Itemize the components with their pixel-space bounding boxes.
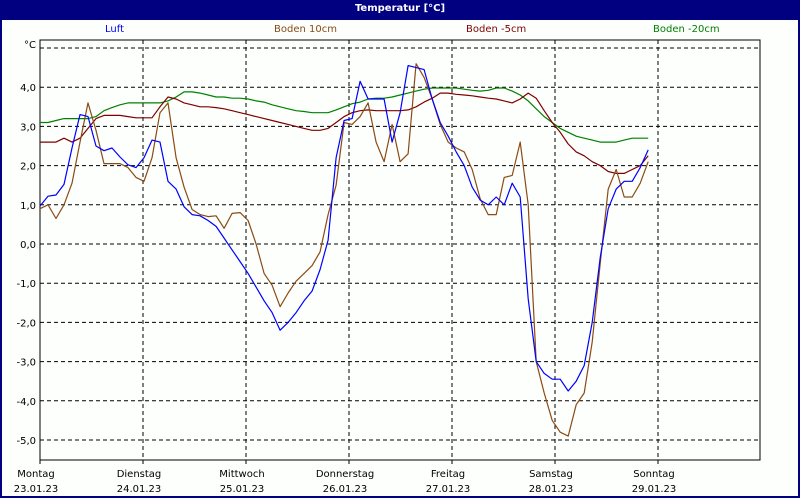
chart-title: Temperatur [°C] xyxy=(0,0,800,20)
legend-boden-minus20cm: Boden -20cm xyxy=(653,24,720,35)
series-line-luft xyxy=(39,64,649,392)
plot-frame xyxy=(39,39,761,464)
x-tick-day: Donnerstag xyxy=(316,469,374,480)
y-tick-label: -5,0 xyxy=(16,436,36,447)
x-tick-date: 26.01.23 xyxy=(323,484,368,495)
y-tick-label: -2,0 xyxy=(16,318,36,329)
y-tick-label: -4,0 xyxy=(16,397,36,408)
y-tick-label: -3,0 xyxy=(16,358,36,369)
series-line-boden-10cm xyxy=(39,63,649,437)
x-tick-day: Mittwoch xyxy=(219,469,264,480)
legend-boden-minus5cm: Boden -5cm xyxy=(466,24,527,35)
y-axis-unit: °C xyxy=(24,40,36,51)
y-tick-label: 0,0 xyxy=(20,240,36,251)
legend-luft: Luft xyxy=(105,24,124,35)
x-tick-date: 25.01.23 xyxy=(220,484,265,495)
y-tick-label: 3,0 xyxy=(20,122,36,133)
x-tick-day: Dienstag xyxy=(117,469,162,480)
series-line-boden-5cm xyxy=(40,92,649,174)
y-tick-label: 4,0 xyxy=(20,83,36,94)
y-tick-label: 2,0 xyxy=(20,162,36,173)
x-tick-date: 29.01.23 xyxy=(632,484,677,495)
x-tick-date: 23.01.23 xyxy=(14,484,59,495)
series-line-boden-20cm xyxy=(40,87,649,143)
x-tick-day: Freitag xyxy=(431,469,465,480)
y-tick-label: -1,0 xyxy=(16,279,36,290)
x-tick-day: Samstag xyxy=(529,469,573,480)
legend-boden-10cm: Boden 10cm xyxy=(274,24,337,35)
x-tick-day: Montag xyxy=(17,469,54,480)
x-tick-date: 28.01.23 xyxy=(529,484,574,495)
x-tick-date: 24.01.23 xyxy=(117,484,162,495)
y-tick-label: 1,0 xyxy=(20,201,36,212)
x-tick-day: Sonntag xyxy=(633,469,675,480)
x-tick-date: 27.01.23 xyxy=(426,484,471,495)
